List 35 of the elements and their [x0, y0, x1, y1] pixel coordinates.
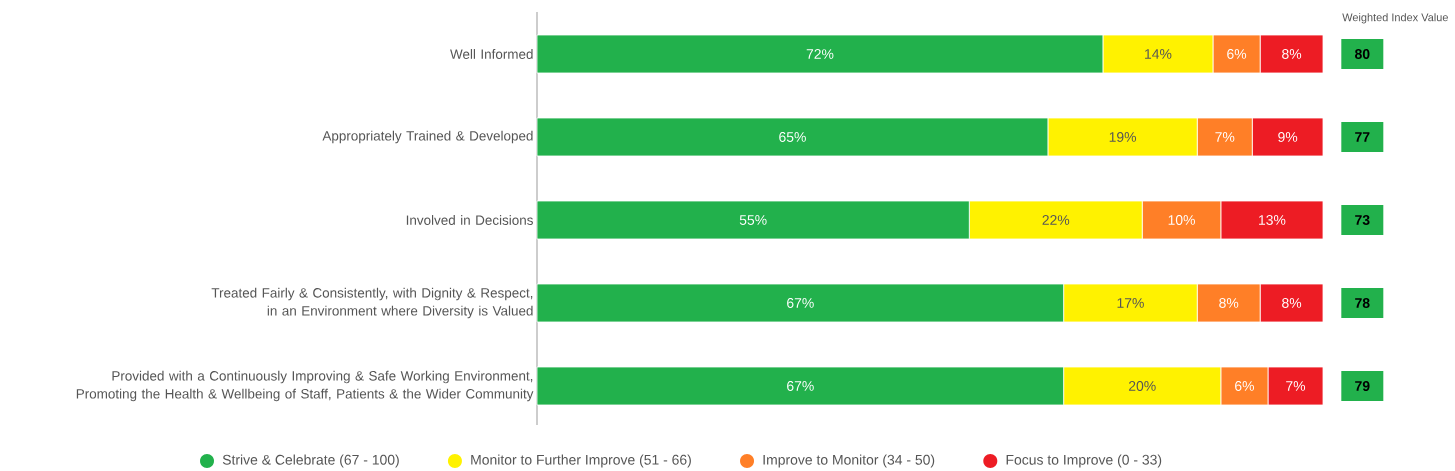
data-label: 72%	[806, 49, 834, 59]
data-label: 14%	[1145, 49, 1172, 59]
y-tick-label: Well Informed	[450, 49, 533, 59]
data-label: 10%	[1168, 215, 1195, 225]
data-label: 67%	[787, 381, 814, 391]
text: Weighted Index Value	[1342, 13, 1448, 24]
data-label: 22%	[1042, 215, 1070, 225]
data-label: 6%	[1227, 49, 1247, 59]
text: 77	[1355, 132, 1370, 142]
data-label: 8%	[1282, 298, 1302, 308]
legend-label: Monitor to Further Improve (51 - 66)	[471, 454, 691, 468]
data-label: 20%	[1128, 381, 1156, 391]
text: 73	[1355, 215, 1370, 225]
data-label: 6%	[1235, 381, 1254, 391]
legend-label: Focus to Improve (0 - 33)	[1006, 454, 1162, 468]
text: 79	[1355, 381, 1370, 391]
y-tick-label: Appropriately Trained & Developed	[322, 130, 533, 144]
data-label: 19%	[1109, 132, 1137, 142]
data-label: 67%	[787, 298, 814, 308]
y-tick-label: Provided with a Continuously Improving & Safe Working Environment, Promoting the Health & Wellbeing of Staff, Patients & the Wider Community	[76, 370, 534, 402]
y-tick-label: Involved in Decisions	[406, 215, 533, 225]
data-label: 7%	[1286, 381, 1306, 391]
legend-label: Improve to Monitor (34 - 50)	[763, 454, 935, 468]
data-label: 7%	[1215, 132, 1235, 142]
data-label: 55%	[739, 215, 767, 225]
data-label: 8%	[1282, 49, 1302, 59]
data-label: 65%	[779, 132, 806, 142]
data-label: 9%	[1278, 132, 1298, 142]
y-tick-label: Treated Fairly & Consistently, with Dignity & Respect, in an Environment where Diversity is Valued	[211, 287, 533, 319]
text: 78	[1355, 298, 1370, 308]
text: 80	[1354, 49, 1370, 59]
data-label: 17%	[1117, 298, 1144, 308]
data-label: 13%	[1259, 215, 1286, 225]
data-label: 8%	[1219, 298, 1239, 308]
legend-label: Strive & Celebrate (67 - 100)	[222, 454, 399, 468]
